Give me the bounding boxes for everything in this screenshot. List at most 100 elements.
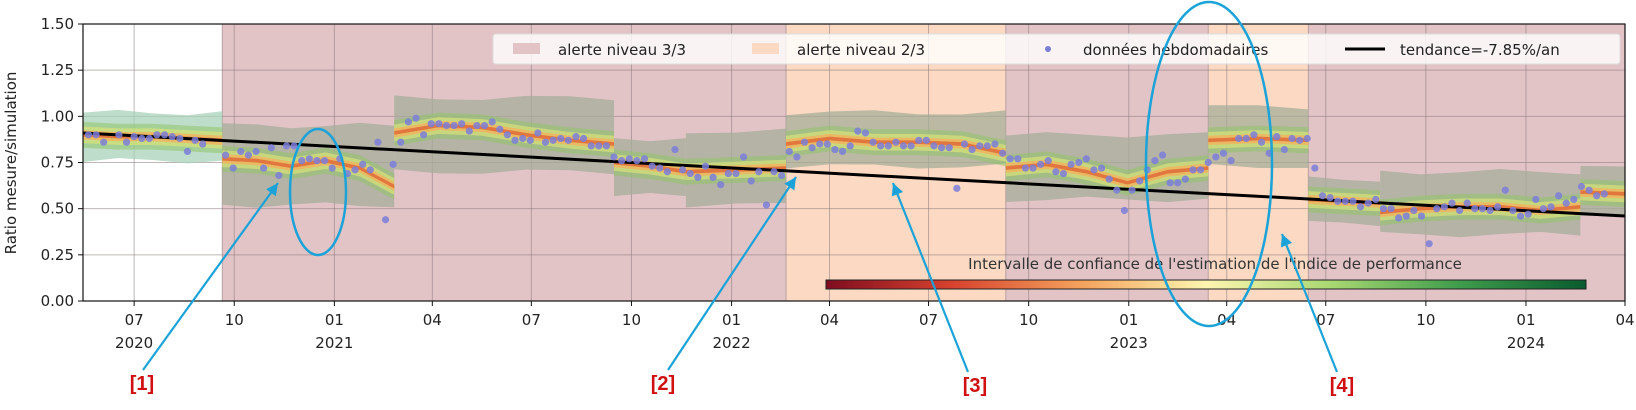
data-point [1455,206,1464,215]
data-point [1577,182,1586,191]
data-point [1364,199,1372,207]
data-point [442,121,451,130]
y-tick-label: 1.25 [41,61,74,79]
data-point [1136,177,1144,185]
data-point [1356,203,1365,211]
data-point [92,131,100,139]
data-point [694,173,702,181]
data-point [1303,134,1311,143]
data-point [313,157,321,165]
data-point [305,155,313,163]
data-point [161,131,169,139]
data-point [1539,205,1547,213]
data-point [922,136,930,144]
data-point [229,164,237,172]
data-point [625,155,633,163]
annotations: [1] [2] [3] [4] [130,0,1354,397]
data-point [1440,203,1448,211]
data-point [496,125,504,133]
data-point [610,153,618,161]
data-point [534,129,542,137]
annotation-2: [2] [651,176,797,395]
data-point [298,157,306,165]
data-point [869,138,877,146]
data-point [709,173,717,181]
data-point [1067,160,1075,168]
data-point [915,136,923,144]
data-point [465,127,473,135]
x-tick-month: 10 [1416,311,1435,329]
data-point [747,177,755,185]
data-point [1235,134,1243,143]
data-point [100,138,108,146]
data-point [602,142,611,150]
data-point [564,136,572,144]
data-point [800,138,809,146]
data-point [1395,214,1403,222]
legend-swatch-alert2 [752,43,779,54]
data-point [1014,155,1022,163]
x-tick-year: 2022 [712,334,750,352]
data-point [458,120,466,128]
data-point [122,138,131,146]
data-point [854,127,862,135]
data-point [1158,151,1167,159]
data-point [892,138,900,146]
data-point [762,201,770,209]
x-tick-month: 01 [722,311,741,329]
x-tick-month: 01 [325,311,344,329]
x-tick-month: 04 [1615,311,1634,329]
data-point [427,120,435,128]
data-point [267,144,275,152]
data-point [1410,206,1418,215]
data-point [724,169,732,178]
data-point [1113,186,1121,194]
data-point [1334,197,1342,205]
legend-swatch-alert3 [513,43,540,54]
data-point [1318,192,1327,200]
data-point [359,160,367,168]
data-point [435,120,443,128]
data-point [1387,205,1395,213]
arrow-icon [667,176,797,371]
data-point [579,134,588,143]
data-point [420,131,428,139]
data-point [755,168,763,176]
data-point [488,118,496,126]
data-point [1425,240,1433,248]
data-point [648,162,656,170]
data-point [138,134,146,143]
data-point [412,114,420,122]
annotation-label: [1] [130,373,154,395]
data-point [244,151,253,159]
data-point [145,134,153,143]
data-point [1593,192,1601,200]
data-point [503,131,512,139]
data-point [831,145,839,154]
data-point [1189,166,1197,174]
x-tick-month: 07 [522,311,541,329]
highlight-ellipse [288,127,348,257]
data-point [275,171,283,180]
data-point [450,121,458,130]
data-point [1570,195,1578,204]
data-point [1196,166,1205,174]
data-point [1120,206,1129,215]
legend-label-points: données hebdomadaires [1083,41,1268,59]
data-point [199,140,207,148]
data-point [1372,195,1380,204]
data-point [701,162,710,170]
data-point [1494,203,1502,211]
data-point [1288,134,1296,143]
data-point [1174,179,1182,187]
data-point [1555,192,1563,200]
data-point [366,166,374,174]
data-point [1562,199,1570,207]
data-point [1486,206,1494,215]
x-tick-month: 10 [225,311,244,329]
data-point [717,181,725,189]
confidence-colorbar: Intervalle de confiance de l'estimation … [825,255,1587,290]
legend-marker-points [1045,46,1051,52]
data-point [861,129,870,137]
